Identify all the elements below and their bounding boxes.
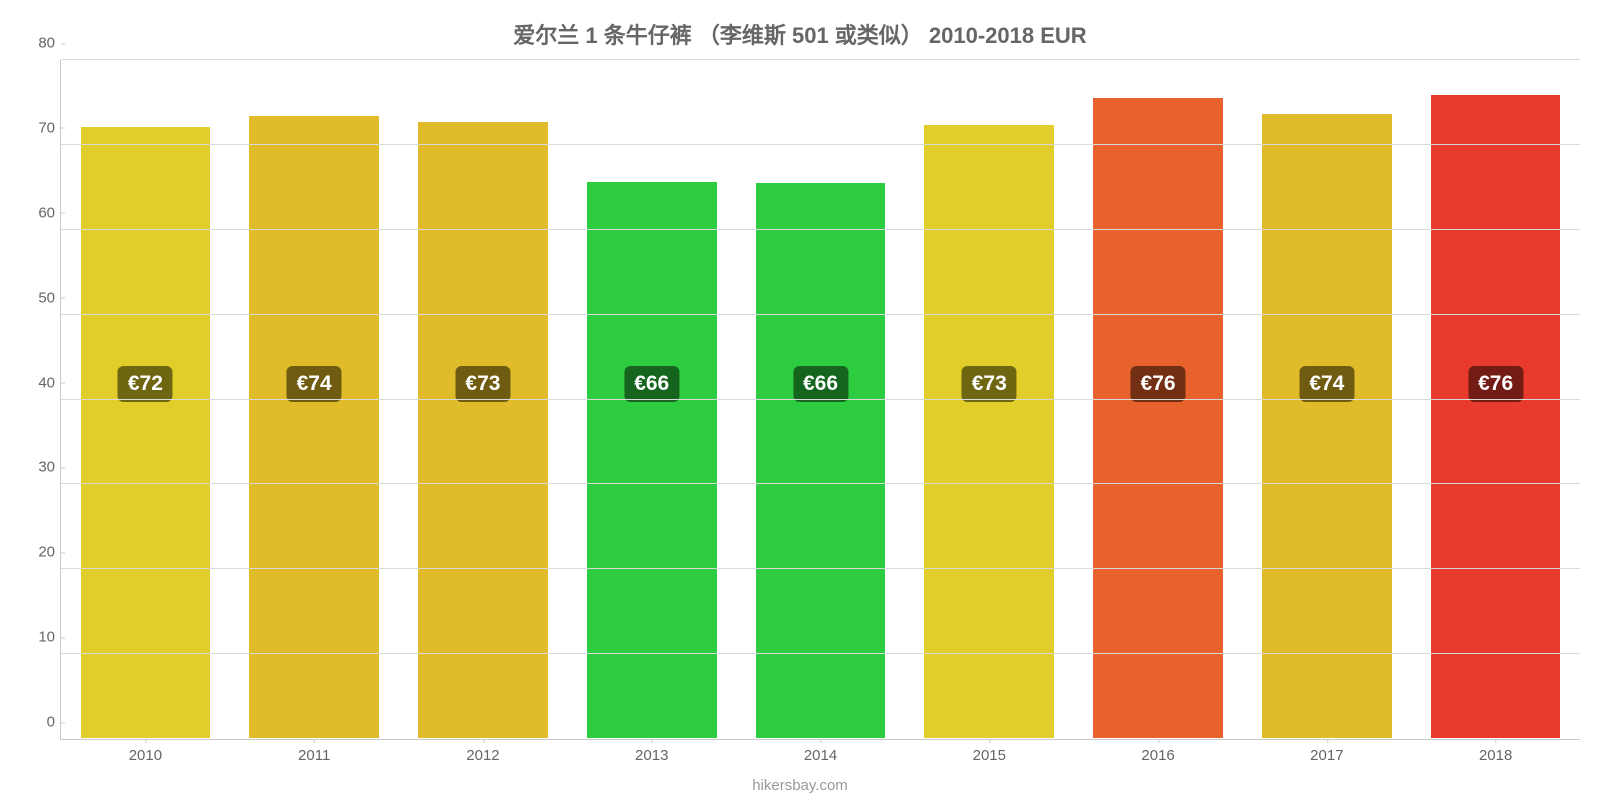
grid-line bbox=[61, 144, 1580, 145]
bar-slot: €732012 bbox=[399, 60, 568, 739]
y-tick-label: 40 bbox=[38, 374, 61, 391]
x-tick-label: 2018 bbox=[1479, 739, 1512, 764]
bar-slot: €662014 bbox=[736, 60, 905, 739]
x-tick-label: 2014 bbox=[804, 739, 837, 764]
y-tick-label: 30 bbox=[38, 459, 61, 476]
x-tick-label: 2016 bbox=[1141, 739, 1174, 764]
value-badge: €73 bbox=[962, 366, 1017, 402]
bar-chart: 爱尔兰 1 条牛仔裤 （李维斯 501 或类似） 2010-2018 EUR €… bbox=[0, 0, 1600, 800]
y-tick-label: 70 bbox=[38, 119, 61, 136]
bar: €74 bbox=[248, 115, 380, 739]
attribution-text: hikersbay.com bbox=[0, 777, 1600, 794]
grid-line bbox=[61, 399, 1580, 400]
bar-slot: €732015 bbox=[905, 60, 1074, 739]
chart-title: 爱尔兰 1 条牛仔裤 （李维斯 501 或类似） 2010-2018 EUR bbox=[0, 18, 1600, 50]
value-badge: €72 bbox=[118, 366, 173, 402]
bar: €74 bbox=[1261, 113, 1393, 739]
x-tick-label: 2013 bbox=[635, 739, 668, 764]
bar: €66 bbox=[586, 181, 718, 739]
bar: €76 bbox=[1092, 97, 1224, 739]
value-badge: €74 bbox=[287, 366, 342, 402]
grid-line bbox=[61, 314, 1580, 315]
y-tick-label: 60 bbox=[38, 204, 61, 221]
bar-slot: €742017 bbox=[1242, 60, 1411, 739]
x-tick-label: 2010 bbox=[129, 739, 162, 764]
grid-line bbox=[61, 568, 1580, 569]
grid-line bbox=[61, 483, 1580, 484]
value-badge: €74 bbox=[1299, 366, 1354, 402]
bar-slot: €722010 bbox=[61, 60, 230, 739]
bars-container: €722010€742011€732012€662013€662014€7320… bbox=[61, 60, 1580, 739]
x-tick-label: 2011 bbox=[298, 739, 330, 764]
grid-line bbox=[61, 653, 1580, 654]
y-tick-label: 80 bbox=[38, 35, 61, 52]
x-tick-label: 2015 bbox=[973, 739, 1006, 764]
y-tick-label: 50 bbox=[38, 289, 61, 306]
bar: €72 bbox=[80, 126, 212, 739]
value-badge: €66 bbox=[624, 366, 679, 402]
x-tick-label: 2017 bbox=[1310, 739, 1343, 764]
value-badge: €76 bbox=[1131, 366, 1186, 402]
grid-line bbox=[61, 59, 1580, 60]
bar-slot: €762016 bbox=[1074, 60, 1243, 739]
bar: €76 bbox=[1430, 94, 1562, 739]
grid-line bbox=[61, 229, 1580, 230]
y-tick-label: 0 bbox=[47, 714, 61, 731]
y-tick-label: 20 bbox=[38, 544, 61, 561]
y-tick-label: 10 bbox=[38, 629, 61, 646]
bar-slot: €742011 bbox=[230, 60, 399, 739]
bar: €66 bbox=[755, 182, 887, 739]
value-badge: €73 bbox=[455, 366, 510, 402]
value-badge: €66 bbox=[793, 366, 848, 402]
value-badge: €76 bbox=[1468, 366, 1523, 402]
bar-slot: €662013 bbox=[567, 60, 736, 739]
bar: €73 bbox=[923, 124, 1055, 739]
bar: €73 bbox=[417, 121, 549, 739]
plot-area: €722010€742011€732012€662013€662014€7320… bbox=[60, 60, 1580, 740]
bar-slot: €762018 bbox=[1411, 60, 1580, 739]
x-tick-label: 2012 bbox=[466, 739, 499, 764]
